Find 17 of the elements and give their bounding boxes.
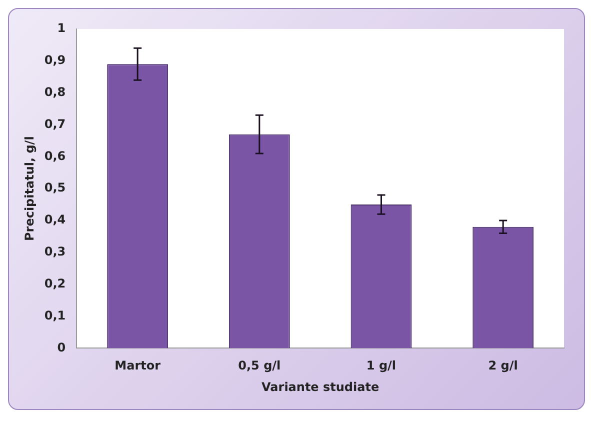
y-tick-label: 0,5 [44,180,66,195]
y-tick-label: 0,8 [44,84,66,99]
x-tick-label: 2 g/l [488,358,518,373]
y-tick-label: 0,2 [44,276,66,290]
x-tick-label: 0,5 g/l [238,358,281,373]
y-tick-label: 0,3 [44,244,66,259]
y-tick-label: 0,9 [44,53,66,68]
y-tick-label: 0,7 [44,116,66,131]
y-axis-title: Precipitatul, g/l [22,136,36,242]
y-tick-label: 1 [57,21,66,36]
x-tick-label: 1 g/l [366,358,396,373]
x-tick-label: Martor [114,358,161,373]
y-tick-label: 0,6 [44,148,66,163]
y-tick-label: 0 [57,340,66,354]
y-tick-label: 0,1 [44,308,66,322]
y-tick-label: 0,4 [44,212,66,227]
x-axis-title: Variante studiate [262,380,380,394]
